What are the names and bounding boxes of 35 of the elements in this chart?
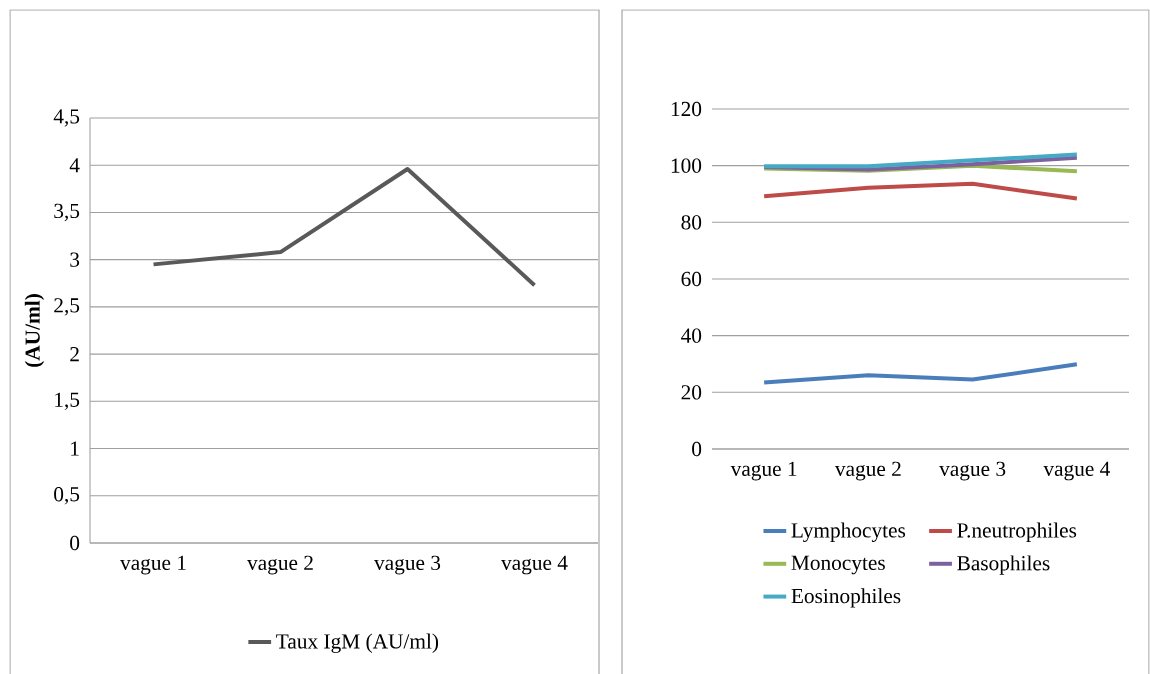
legend-label: Monocytes: [791, 555, 885, 575]
y-tick-label: 0: [70, 535, 80, 551]
y-tick-label: 100: [671, 158, 702, 173]
line-series: [151, 166, 537, 288]
y-tick-label: 3,5: [54, 203, 80, 222]
legend-label: Lymphocytes: [791, 522, 906, 542]
y-tick-label: 40: [681, 328, 702, 343]
x-tick-label: vague 2: [247, 555, 313, 575]
y-tick-label: 0: [692, 441, 702, 457]
line-series: [762, 181, 1079, 201]
y-tick-label: 80: [681, 215, 702, 230]
y-tick-label: 1: [71, 441, 79, 456]
x-tick-label: vague 4: [1043, 461, 1110, 481]
y-tick-label: 2: [70, 347, 79, 362]
line-series: [762, 362, 1079, 385]
y-tick-label: 0,5: [54, 487, 80, 505]
y-tick-label: 120: [671, 101, 702, 117]
y-axis-title: (AU/ml): [24, 294, 45, 367]
y-tick-label: 60: [681, 271, 702, 287]
legend-label: P.neutrophiles: [957, 522, 1077, 542]
x-tick-label: vague 3: [374, 555, 441, 575]
y-tick-label: 20: [681, 385, 702, 400]
y-tick-label: 4: [69, 158, 80, 173]
legend-label: Taux IgM (AU/ml): [276, 633, 439, 653]
x-tick-label: vague 4: [501, 555, 568, 575]
y-tick-label: 1,5: [55, 392, 80, 411]
legend-label: Basophiles: [957, 555, 1050, 575]
x-tick-label: vague 1: [730, 461, 797, 481]
y-tick-label: 3: [70, 252, 80, 267]
x-tick-label: vague 1: [120, 555, 186, 575]
y-tick-label: 4,5: [53, 109, 80, 127]
x-tick-label: vague 3: [939, 461, 1006, 481]
legend-label: Eosinophiles: [791, 588, 901, 608]
x-tick-label: vague 2: [834, 461, 901, 481]
y-tick-label: 2,5: [54, 298, 80, 316]
